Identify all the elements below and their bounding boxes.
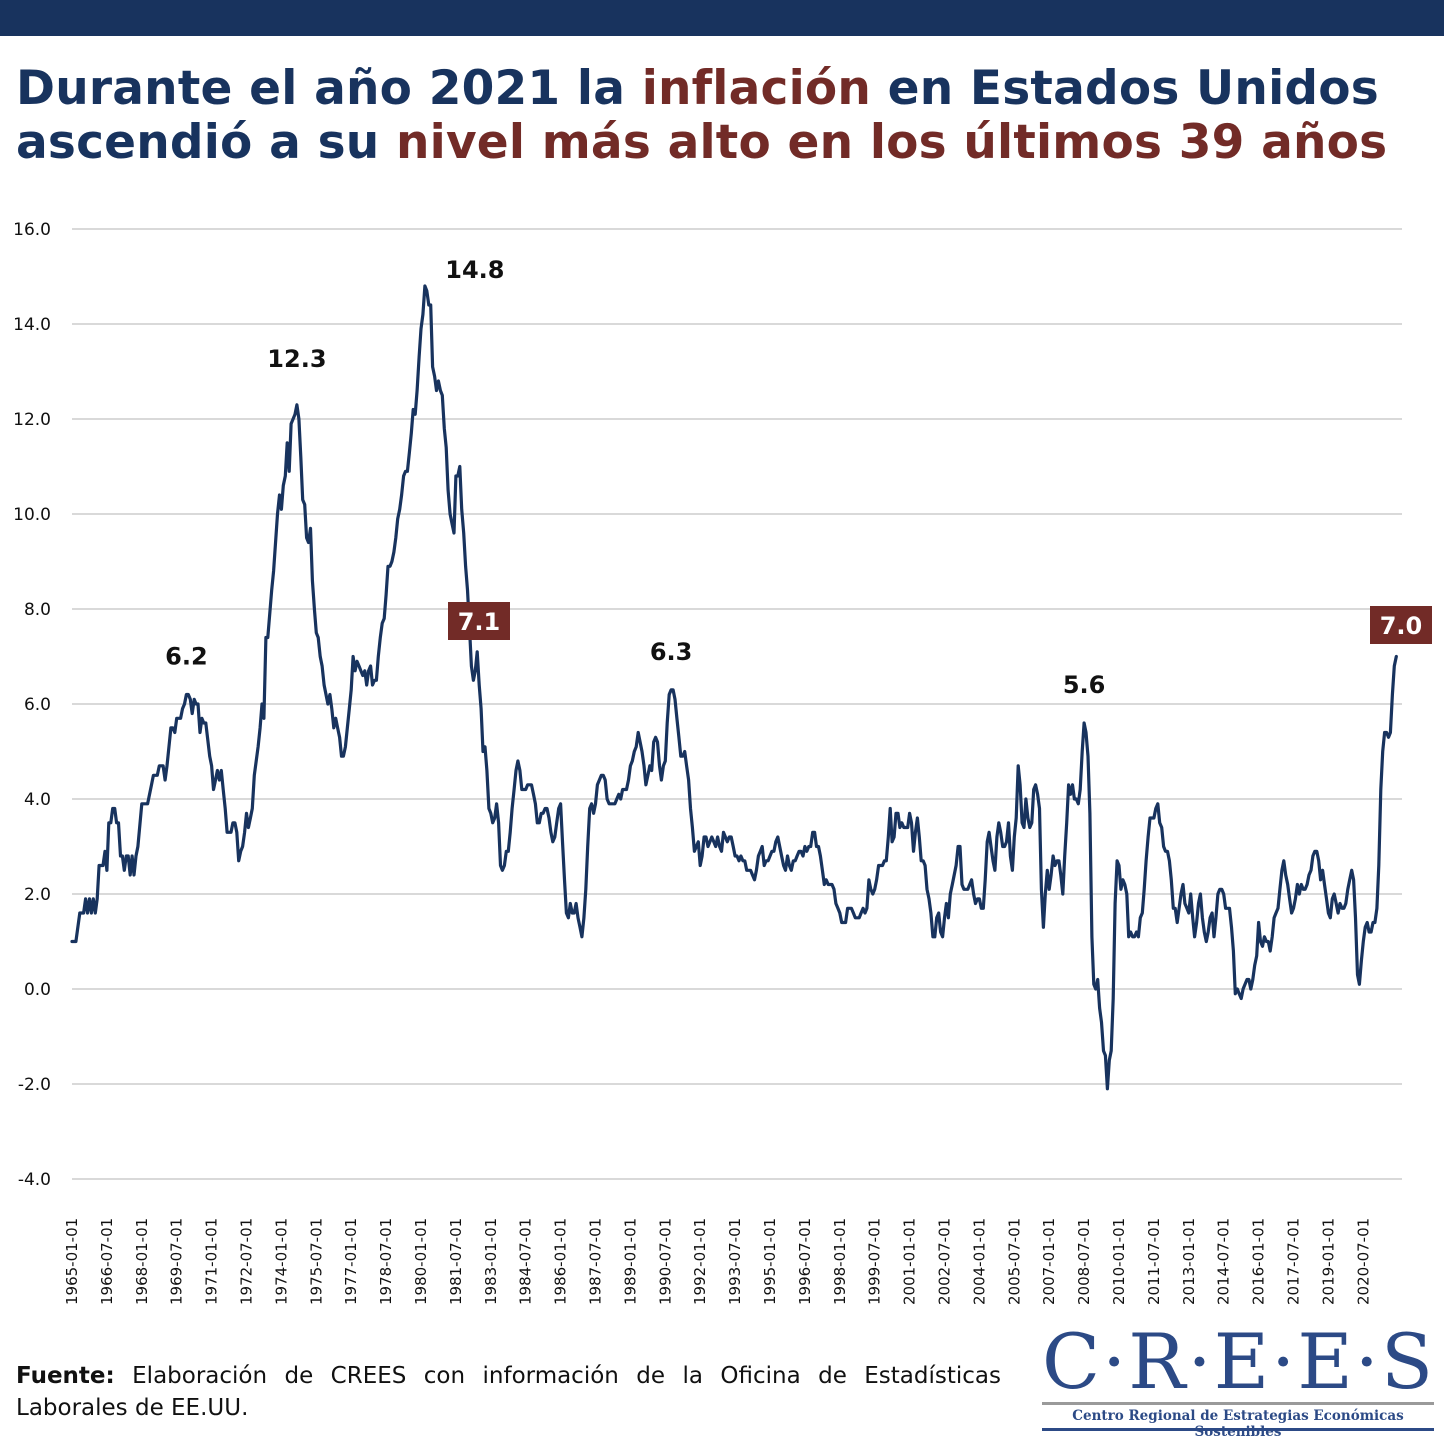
title-text: Durante el año 2021 la	[16, 61, 642, 116]
x-tick-label: 1987-07-01	[587, 1218, 605, 1305]
y-tick-label: 2.0	[24, 885, 51, 905]
source-label: Fuente:	[16, 1363, 115, 1389]
title-text: ascendió a su	[16, 115, 396, 170]
x-tick-label: 1965-01-01	[63, 1218, 81, 1305]
title-text: en Estados Unidos	[871, 61, 1379, 116]
x-tick-label: 1990-07-01	[656, 1218, 674, 1305]
x-tick-label: 2001-01-01	[901, 1218, 919, 1305]
title-line-2: ascendió a su nivel más alto en los últi…	[16, 116, 1436, 170]
x-tick-label: 2011-07-01	[1145, 1218, 1163, 1305]
x-axis-ticks: 1965-01-01 1966-07-01 1968-01-01 1969-07-01…	[63, 1218, 1372, 1305]
x-tick-label: 2020-07-01	[1354, 1218, 1372, 1305]
x-tick-label: 2016-01-01	[1250, 1218, 1268, 1305]
x-tick-label: 1977-01-01	[342, 1218, 360, 1305]
x-tick-label: 1972-07-01	[238, 1218, 256, 1305]
annotation-label: 5.6	[1063, 671, 1106, 699]
x-tick-label: 1984-07-01	[517, 1218, 535, 1305]
x-tick-label: 1983-01-01	[482, 1218, 500, 1305]
y-tick-label: 12.0	[13, 410, 51, 430]
annotation-label: 6.3	[650, 638, 693, 666]
x-tick-label: 1978-07-01	[377, 1218, 395, 1305]
y-axis-ticks: 16.0 14.0 12.0 10.0 8.0 6.0 4.0 2.0 0.0 -2.0 -4.0	[13, 220, 51, 1190]
logo-wordmark: C·R·E·E·S	[1042, 1317, 1436, 1406]
y-tick-label: -4.0	[18, 1170, 51, 1190]
annotation-label: 7.0	[1380, 612, 1423, 640]
y-tick-label: 14.0	[13, 315, 51, 335]
x-tick-label: 2002-07-01	[936, 1218, 954, 1305]
x-tick-label: 1998-01-01	[831, 1218, 849, 1305]
x-tick-label: 1971-01-01	[203, 1218, 221, 1305]
logo-underline	[1042, 1428, 1434, 1431]
x-tick-label: 1986-01-01	[552, 1218, 570, 1305]
inflation-series-line	[70, 284, 1398, 1091]
x-tick-label: 2017-07-01	[1285, 1218, 1303, 1305]
y-tick-label: 4.0	[24, 790, 51, 810]
annotation-label: 14.8	[445, 256, 504, 284]
source-note: Fuente: Elaboración de CREES con informa…	[16, 1360, 1001, 1424]
annotation-box	[1370, 606, 1432, 644]
x-tick-label: 1992-01-01	[691, 1218, 709, 1305]
x-tick-label: 2004-01-01	[970, 1218, 988, 1305]
y-tick-label: -2.0	[18, 1075, 51, 1095]
annotation-label: 7.1	[458, 608, 501, 636]
x-tick-label: 1980-01-01	[412, 1218, 430, 1305]
y-tick-label: 10.0	[13, 505, 51, 525]
y-tick-label: 0.0	[24, 980, 51, 1000]
x-tick-label: 2013-01-01	[1180, 1218, 1198, 1305]
logo-subtitle: Centro Regional de Estrategias Económica…	[1072, 1408, 1404, 1440]
x-tick-label: 1999-07-01	[866, 1218, 884, 1305]
logo-divider	[1042, 1402, 1434, 1405]
x-tick-label: 2008-07-01	[1075, 1218, 1093, 1305]
x-tick-label: 2019-01-01	[1319, 1218, 1337, 1305]
title-highlight: inflación	[641, 61, 872, 116]
x-tick-label: 1981-07-01	[447, 1218, 465, 1305]
x-tick-label: 2005-07-01	[1005, 1218, 1023, 1305]
page-title: Durante el año 2021 la inflación en Esta…	[16, 62, 1436, 170]
top-banner	[0, 0, 1444, 36]
x-tick-label: 1995-01-01	[761, 1218, 779, 1305]
x-tick-label: 1974-01-01	[272, 1218, 290, 1305]
y-tick-label: 6.0	[24, 695, 51, 715]
source-text: Elaboración de CREES con información de …	[16, 1363, 1001, 1421]
title-highlight: nivel más alto en los últimos 39 años	[395, 115, 1388, 170]
x-tick-label: 1969-07-01	[168, 1218, 186, 1305]
inflation-line-chart: 16.014.012.010.08.06.04.02.00.0-2.0-4.0 …	[13, 220, 1432, 1305]
x-tick-label: 2014-07-01	[1215, 1218, 1233, 1305]
x-tick-label: 1975-07-01	[307, 1218, 325, 1305]
crees-logo: C·R·E·E·S Centro Regional de Estrategias…	[1042, 1317, 1436, 1440]
y-tick-label: 16.0	[13, 220, 51, 240]
y-tick-label: 8.0	[24, 600, 51, 620]
annotation-label: 12.3	[267, 345, 326, 373]
annotation-label: 6.2	[165, 643, 208, 671]
x-tick-label: 1993-07-01	[726, 1218, 744, 1305]
x-tick-label: 2010-01-01	[1110, 1218, 1128, 1305]
x-tick-label: 1966-07-01	[98, 1218, 116, 1305]
peak-annotations: 6.2 12.3 14.8 7.1 6.3 5.6 7.0	[165, 256, 1432, 699]
x-tick-label: 2007-01-01	[1040, 1218, 1058, 1305]
x-tick-label: 1996-07-01	[796, 1218, 814, 1305]
title-line-1: Durante el año 2021 la inflación en Esta…	[16, 62, 1436, 116]
x-tick-label: 1989-01-01	[621, 1218, 639, 1305]
annotation-box	[448, 602, 510, 640]
x-tick-label: 1968-01-01	[133, 1218, 151, 1305]
